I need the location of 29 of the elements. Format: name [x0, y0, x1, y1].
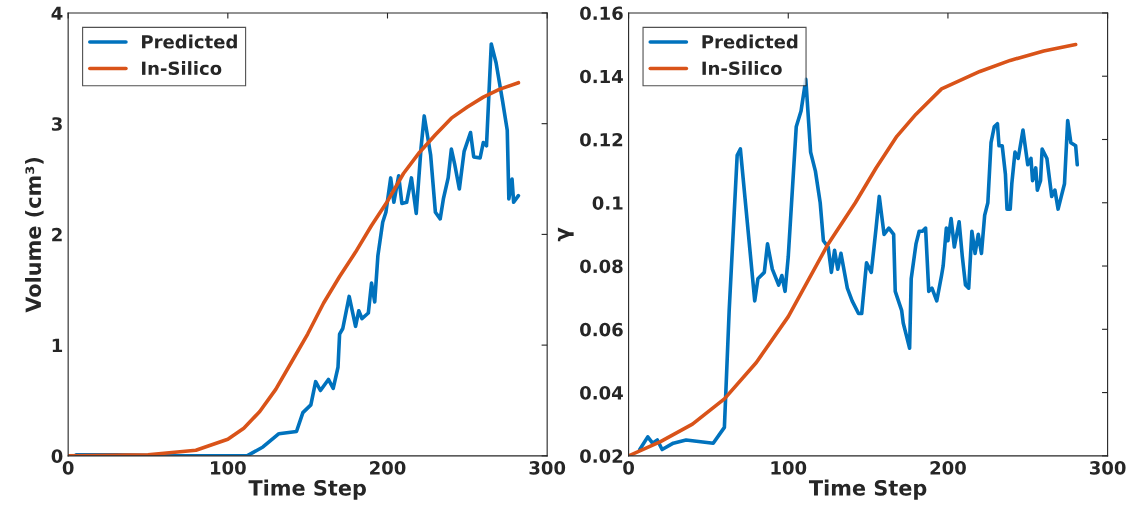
y-tick-label: 4	[51, 6, 63, 20]
x-tick-label: 200	[930, 461, 966, 475]
legend-label: Predicted	[702, 34, 798, 49]
y-tick-label: 0.02	[580, 449, 623, 463]
y-tick-label: 0.06	[580, 322, 623, 337]
y-tick-label: 1	[52, 338, 63, 352]
x-tick-label: 300	[1089, 461, 1126, 475]
x-tick-label: 0	[623, 461, 635, 475]
legend-label: In-Silico	[142, 61, 222, 76]
legend-label: In-Silico	[702, 61, 782, 76]
y-tick-label: 0.12	[580, 132, 623, 147]
x-tick-label: 100	[771, 461, 807, 475]
y-axis-title: Volume (cm³)	[25, 157, 44, 313]
y-tick-label: 0.16	[580, 6, 623, 21]
x-tick-label: 100	[211, 461, 246, 475]
x-tick-label: 300	[529, 461, 566, 475]
y-tick-label: 0.14	[580, 69, 623, 84]
y-tick-label: 0.1	[592, 196, 623, 210]
y-tick-label: 2	[52, 227, 62, 242]
x-axis-title: Time Step	[248, 479, 366, 500]
x-tick-label: 0	[62, 461, 74, 475]
legend-label: Predicted	[142, 34, 237, 49]
y-tick-label: 3	[51, 117, 62, 131]
y-tick-label: 0.04	[580, 386, 623, 400]
x-axis-title: Time Step	[808, 479, 927, 500]
y-axis-title: γ	[557, 227, 574, 242]
x-tick-label: 200	[370, 461, 406, 475]
y-tick-label: 0	[51, 449, 63, 463]
y-tick-label: 0.08	[580, 259, 623, 274]
